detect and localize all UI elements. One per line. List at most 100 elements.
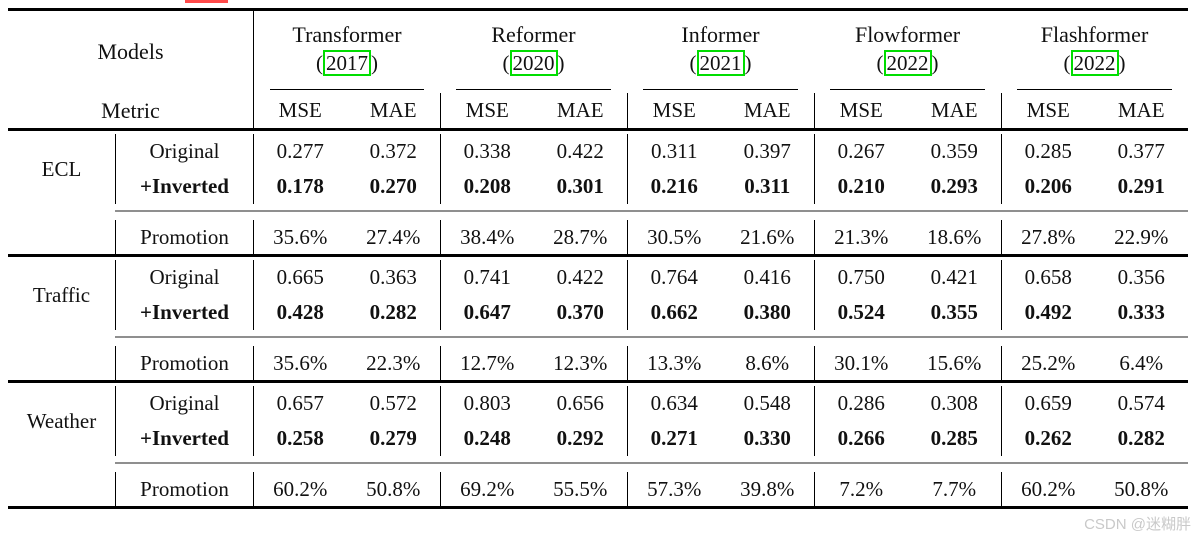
- model-name: Transformer: [292, 22, 402, 47]
- promotion-divider-rule: [115, 210, 1188, 212]
- results-table: Models Transformer (2017) Reformer (2020…: [8, 8, 1188, 509]
- metric-value: 0.764: [650, 265, 698, 289]
- promotion-value: 57.3%: [627, 472, 721, 506]
- promotion-value: 21.3%: [814, 220, 908, 254]
- metric-value: 0.282: [1117, 426, 1165, 450]
- promotion-value: 69.2%: [440, 472, 534, 506]
- dataset-block: Weather Original +Inverted 0.657 0.258 0.572 0…: [8, 383, 1188, 506]
- metric-value: 0.301: [556, 174, 604, 198]
- metric-col-header: MAE: [930, 98, 978, 122]
- metric-value: 0.285: [930, 426, 978, 450]
- model-header: Informer (2021): [627, 11, 814, 93]
- metric-value: 0.291: [1117, 174, 1165, 198]
- promotion-value: 8.6%: [745, 350, 790, 375]
- citation-year-link[interactable]: 2021: [696, 50, 745, 76]
- metric-value: 0.656: [556, 391, 604, 415]
- value-cell: 0.377 0.291: [1095, 134, 1189, 204]
- metric-value: 0.277: [276, 139, 324, 163]
- metric-value: 0.248: [463, 426, 511, 450]
- variant-label-cell: Original +Inverted: [115, 260, 253, 330]
- metric-value: 0.333: [1117, 300, 1165, 324]
- metric-value: 0.285: [1024, 139, 1072, 163]
- value-cell: 0.750 0.524: [814, 260, 908, 330]
- promotion-row: Promotion 35.6% 22.3% 12.7% 12.3% 13.3% 8.6% 30…: [8, 346, 1188, 380]
- paren: (: [876, 51, 884, 75]
- paren: (: [689, 51, 697, 75]
- promotion-value: 60.2%: [253, 472, 347, 506]
- value-cell: 0.741 0.647: [440, 260, 534, 330]
- model-name: Flashformer: [1040, 22, 1149, 47]
- promotion-value: 12.7%: [440, 346, 534, 380]
- variant-label: +Inverted: [140, 174, 229, 198]
- empty-cell: [8, 472, 115, 506]
- value-cell: 0.363 0.282: [347, 260, 441, 330]
- metric-value: 0.271: [650, 426, 698, 450]
- empty-cell: [8, 346, 115, 380]
- metric-value: 0.397: [743, 139, 791, 163]
- citation-year-link[interactable]: 2020: [509, 50, 558, 76]
- variant-label: Original: [149, 139, 220, 163]
- dataset-label: Weather: [26, 408, 97, 433]
- model-year: (2022): [814, 48, 1001, 78]
- promotion-value: 12.3%: [553, 350, 608, 375]
- dataset-block: ECL Original +Inverted 0.277 0.178 0.372 0.270…: [8, 131, 1188, 254]
- metric-value: 0.262: [1024, 426, 1072, 450]
- metric-value: 0.548: [743, 391, 791, 415]
- metric-value: 0.178: [276, 174, 324, 198]
- promotion-value: 22.3%: [366, 350, 421, 375]
- metric-value: 0.208: [463, 174, 511, 198]
- promotion-spacer: [8, 210, 1188, 220]
- metric-col-header: MAE: [1117, 98, 1165, 122]
- metric-col-header: MAE: [369, 98, 417, 122]
- promotion-divider-rule: [115, 336, 1188, 338]
- model-name: Flowformer: [854, 22, 961, 47]
- value-cell: 0.286 0.266: [814, 386, 908, 456]
- promotion-label: Promotion: [115, 220, 253, 254]
- metric-header-cell: Metric: [8, 93, 253, 128]
- promotion-value: 50.8%: [366, 476, 421, 501]
- metric-value: 0.492: [1024, 300, 1072, 324]
- value-cell: 0.656 0.292: [534, 386, 628, 456]
- variant-label-cell: Original +Inverted: [115, 134, 253, 204]
- metric-value: 0.292: [556, 426, 604, 450]
- model-header: Reformer (2020): [440, 11, 627, 93]
- metric-value: 0.750: [837, 265, 885, 289]
- metric-value: 0.416: [743, 265, 791, 289]
- paren: ): [557, 51, 565, 75]
- metric-value: 0.647: [463, 300, 511, 324]
- metric-col-header: MSE: [627, 93, 721, 128]
- header-rule: [8, 128, 1188, 131]
- metric-value: 0.266: [837, 426, 885, 450]
- value-cell: 0.277 0.178: [253, 134, 347, 204]
- metric-value: 0.311: [651, 139, 698, 163]
- metric-value: 0.741: [463, 265, 511, 289]
- metric-value: 0.216: [650, 174, 698, 198]
- metric-value: 0.428: [276, 300, 324, 324]
- metric-value: 0.372: [369, 139, 417, 163]
- promotion-spacer: [8, 336, 1188, 346]
- promotion-value: 50.8%: [1114, 476, 1169, 501]
- metric-value: 0.421: [930, 265, 978, 289]
- empty-cell: [8, 220, 115, 254]
- metric-col-header: MSE: [814, 93, 908, 128]
- models-header-label: Models: [97, 39, 164, 64]
- model-underline-rule: [1017, 88, 1172, 90]
- paren: (: [1063, 51, 1071, 75]
- value-cell: 0.422 0.370: [534, 260, 628, 330]
- watermark: CSDN @迷糊胖: [1084, 516, 1191, 533]
- variant-label-cell: Original +Inverted: [115, 386, 253, 456]
- model-header: Transformer (2017): [253, 11, 440, 93]
- citation-year-link[interactable]: 2022: [883, 50, 932, 76]
- dataset-label: Traffic: [32, 282, 91, 307]
- metric-value: 0.356: [1117, 265, 1165, 289]
- citation-year-link[interactable]: 2017: [323, 50, 371, 76]
- variant-label: +Inverted: [140, 300, 229, 324]
- metric-col-header: MSE: [253, 93, 347, 128]
- metric-value: 0.363: [369, 265, 417, 289]
- citation-year-link[interactable]: 2022: [1070, 50, 1119, 76]
- value-cell: 0.311 0.216: [627, 134, 721, 204]
- model-year: (2017): [254, 48, 440, 78]
- model-name: Informer: [681, 22, 760, 47]
- value-cell: 0.416 0.380: [721, 260, 815, 330]
- variant-label: Original: [149, 391, 220, 415]
